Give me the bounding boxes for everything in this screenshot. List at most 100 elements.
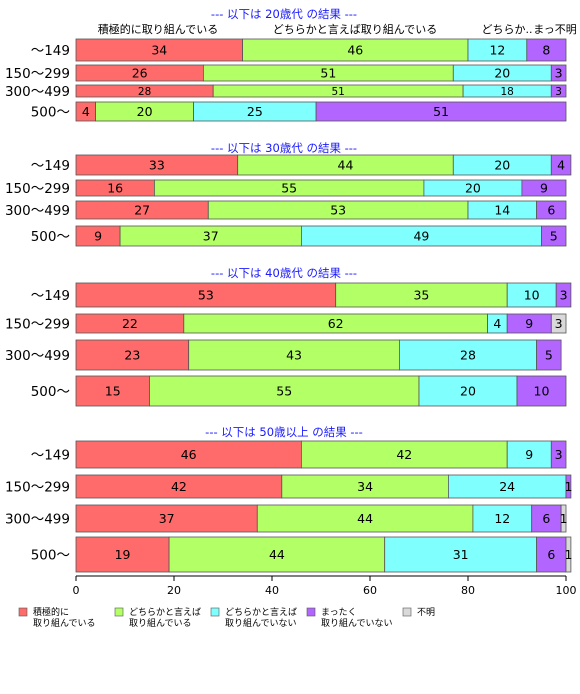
row-label: 300～499 <box>5 348 70 364</box>
data-label: 20 <box>137 104 153 119</box>
bar-segment <box>550 84 567 98</box>
data-label: 15 <box>105 384 121 399</box>
data-label: 37 <box>203 229 219 244</box>
legend-label: どちらかと言えば <box>129 606 201 618</box>
bar-segment <box>536 200 567 220</box>
data-label: 53 <box>330 203 346 218</box>
legend-label: 取り組んでいる <box>129 617 192 629</box>
row-label: 150～299 <box>5 317 70 333</box>
data-label: 44 <box>269 547 285 562</box>
data-label: 9 <box>540 181 548 196</box>
bar-segment <box>565 536 572 573</box>
data-label: 33 <box>149 158 165 173</box>
bar-segment <box>300 440 508 469</box>
row-label: 150～299 <box>5 66 70 82</box>
data-label: 9 <box>525 447 533 462</box>
data-label: 35 <box>413 288 429 303</box>
data-label: 8 <box>542 43 550 58</box>
bar-segment <box>472 504 533 533</box>
data-label: 18 <box>501 86 514 98</box>
group-title: --- 以下は 20歳代 の結果 --- <box>211 7 357 21</box>
data-label: 3 <box>555 316 563 331</box>
bar-segment <box>75 282 337 308</box>
bar-segment <box>398 339 537 371</box>
legend-swatch <box>114 607 124 617</box>
data-label: 46 <box>181 447 197 462</box>
group-title: --- 以下は 30歳代 の結果 --- <box>211 141 357 155</box>
data-label: 26 <box>132 66 148 81</box>
data-label: 4 <box>82 104 90 119</box>
legend-label: 不明 <box>417 607 435 618</box>
legend-swatch <box>402 607 412 617</box>
bar-segment <box>516 375 567 407</box>
bar-segment <box>149 375 420 407</box>
data-label: 24 <box>499 479 515 494</box>
column-header: 積極的に取り組んでいる <box>98 22 218 36</box>
x-tick-label: 60 <box>363 584 377 597</box>
data-label: 16 <box>107 181 123 196</box>
bar-segment <box>521 179 567 197</box>
row-label: 500～ <box>31 105 70 121</box>
row-label: 500～ <box>31 384 70 400</box>
bar-segment <box>555 282 572 308</box>
row-label: 500～ <box>31 229 70 245</box>
row-label: ～149 <box>31 158 70 174</box>
data-label: 6 <box>547 547 555 562</box>
data-label: 1 <box>560 511 568 526</box>
data-label: 28 <box>460 348 476 363</box>
bar-segment <box>550 313 567 334</box>
data-label: 20 <box>494 66 510 81</box>
x-tick-label: 40 <box>265 584 279 597</box>
data-label: 3 <box>555 86 562 98</box>
data-label: 44 <box>357 511 373 526</box>
bar-segment <box>550 440 567 469</box>
bar-segment <box>506 282 557 308</box>
data-label: 4 <box>557 158 565 173</box>
bar-segment <box>315 101 567 122</box>
bar-segment <box>536 536 567 573</box>
bar-segment <box>188 339 400 371</box>
x-tick-label: 100 <box>556 584 577 597</box>
row-label: ～149 <box>31 448 70 464</box>
legend-label: 取り組んでいない <box>321 617 393 629</box>
legend-label: 積極的に <box>33 606 69 618</box>
data-label: 42 <box>171 479 187 494</box>
data-label: 3 <box>555 66 563 81</box>
legend-label: まったく <box>321 607 357 618</box>
data-label: 23 <box>124 348 140 363</box>
bar-segment <box>335 282 508 308</box>
data-label: 12 <box>494 511 510 526</box>
row-label: 150～299 <box>5 480 70 496</box>
bar-segment <box>536 339 562 371</box>
row-label: 300～499 <box>5 512 70 528</box>
row-label: 500～ <box>31 548 70 564</box>
data-label: 6 <box>547 203 555 218</box>
group-title: --- 以下は 40歳代 の結果 --- <box>211 266 357 280</box>
data-label: 51 <box>320 66 336 81</box>
data-label: 12 <box>489 43 505 58</box>
bar-segment <box>526 38 567 62</box>
x-tick-label: 80 <box>461 584 475 597</box>
row-label: ～149 <box>31 43 70 59</box>
row-label: 150～299 <box>5 181 70 197</box>
data-label: 20 <box>460 384 476 399</box>
data-label: 49 <box>413 229 429 244</box>
data-label: 37 <box>159 511 175 526</box>
data-label: 10 <box>534 384 550 399</box>
bar-segment <box>550 64 567 82</box>
data-label: 25 <box>247 104 263 119</box>
data-label: 20 <box>494 158 510 173</box>
data-label: 20 <box>465 181 481 196</box>
data-label: 3 <box>555 447 563 462</box>
bar-segment <box>541 225 567 247</box>
data-label: 62 <box>328 316 344 331</box>
column-header: どちらか.. <box>482 23 533 36</box>
data-label: 19 <box>115 547 131 562</box>
data-label: 42 <box>396 447 412 462</box>
data-label: 14 <box>494 203 510 218</box>
data-label: 28 <box>138 86 151 98</box>
column-header: まっ不明 <box>533 23 577 36</box>
row-label: 300～499 <box>5 203 70 219</box>
data-label: 10 <box>524 288 540 303</box>
legend-swatch <box>210 607 220 617</box>
